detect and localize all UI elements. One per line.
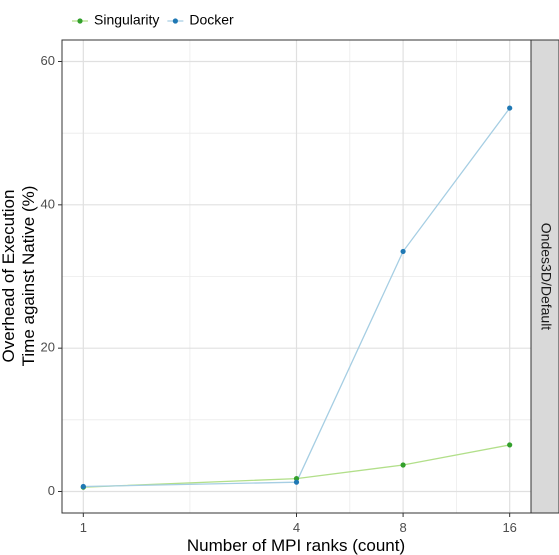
y-axis-title-line-2: Time against Native (%) [19,186,38,367]
x-axis-title: Number of MPI ranks (count) [187,536,405,555]
x-tick-label: 8 [399,520,406,535]
x-tick-label: 16 [502,520,516,535]
docker-point [294,480,299,485]
docker-point [507,105,512,110]
docker-point [81,484,86,489]
x-axis: 1 4 8 16 [80,513,517,535]
singularity-legend-label: Singularity [94,12,159,28]
singularity-legend-key-point [77,18,82,23]
y-axis-title-line-1: Overhead of Execution [0,190,18,363]
y-tick-label: 60 [41,53,55,68]
y-axis-title: Overhead of Execution Time against Nativ… [0,186,38,367]
y-tick-label: 40 [41,196,55,211]
y-tick-label: 0 [48,483,55,498]
legend: Singularity Docker [72,12,234,28]
docker-legend-label: Docker [189,12,234,28]
x-tick-label: 4 [293,520,300,535]
docker-legend-key-point [173,18,178,23]
singularity-point [400,462,405,467]
facet-strip-label: Ondes3D/Default [538,223,554,331]
y-tick-label: 20 [41,340,55,355]
docker-point [400,249,405,254]
y-axis: 0 20 40 60 [41,53,62,498]
x-tick-label: 1 [80,520,87,535]
singularity-point [507,442,512,447]
